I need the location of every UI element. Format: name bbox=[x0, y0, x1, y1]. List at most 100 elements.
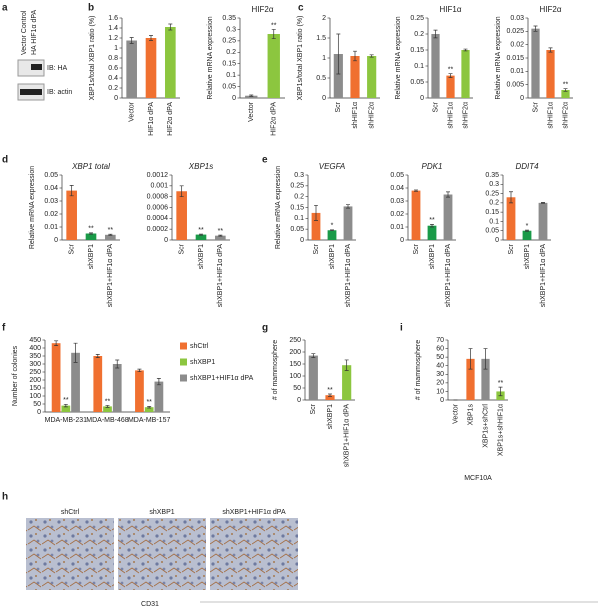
histology-image bbox=[210, 518, 298, 590]
x-tick-label: shHIF2α bbox=[462, 102, 469, 129]
blot-row-label: IB: HA bbox=[47, 65, 68, 72]
y-tick-label: 0.015 bbox=[506, 55, 524, 62]
error-bar bbox=[446, 191, 450, 198]
error-bar bbox=[199, 233, 203, 236]
y-tick-label: 0.2 bbox=[489, 200, 499, 207]
error-bar bbox=[249, 94, 254, 97]
y-tick-label: 0 bbox=[300, 237, 304, 244]
bar bbox=[461, 50, 470, 98]
bar bbox=[145, 38, 157, 98]
y-tick-label: 1 bbox=[322, 55, 326, 62]
y-tick-label: 0.0008 bbox=[147, 194, 169, 201]
y-axis-label: Relative mRNA expression bbox=[29, 166, 36, 249]
stain-label: CD31 bbox=[141, 601, 159, 608]
significance: ** bbox=[108, 227, 114, 234]
y-tick-label: 0 bbox=[114, 95, 118, 102]
x-tick-label: Scr bbox=[413, 243, 420, 254]
y-tick-label: 1 bbox=[114, 45, 118, 52]
blot-band bbox=[20, 89, 42, 95]
chart-title: PDK1 bbox=[422, 162, 443, 171]
x-tick-label: Scr bbox=[508, 243, 515, 254]
y-tick-label: 0 bbox=[495, 237, 499, 244]
error-bar bbox=[156, 378, 161, 386]
legend-label: shCtrl bbox=[190, 343, 209, 350]
y-tick-label: 2 bbox=[322, 15, 326, 22]
blot-row-label: IB: actin bbox=[47, 89, 72, 96]
error-bar bbox=[353, 50, 357, 62]
y-axis-label: Relative mRNA expression bbox=[275, 166, 282, 249]
significance: ** bbox=[448, 67, 454, 74]
error-bar bbox=[330, 229, 334, 232]
error-bar bbox=[179, 185, 184, 198]
y-tick-label: 0 bbox=[322, 95, 326, 102]
bar bbox=[538, 202, 548, 240]
y-tick-label: 0.01 bbox=[510, 68, 524, 75]
x-tick-label: Scr bbox=[532, 101, 539, 112]
legend-swatch bbox=[180, 342, 187, 350]
y-tick-label: 0.2 bbox=[414, 31, 424, 38]
y-tick-label: 50 bbox=[33, 401, 41, 408]
error-bar bbox=[108, 233, 113, 236]
y-tick-label: 0.1 bbox=[294, 215, 304, 222]
bar bbox=[85, 233, 97, 240]
lane-label: Vector Control bbox=[21, 10, 28, 55]
y-tick-label: 0.005 bbox=[506, 82, 524, 89]
x-tick-label: shHIF1α bbox=[447, 102, 454, 129]
y-tick-label: 0 bbox=[37, 409, 41, 416]
chart-title: DDIT4 bbox=[515, 162, 539, 171]
y-tick-label: 0.03 bbox=[390, 198, 404, 205]
bar bbox=[61, 405, 71, 412]
image-label: shCtrl bbox=[61, 509, 80, 516]
y-tick-label: 0 bbox=[54, 237, 58, 244]
error-bar bbox=[414, 189, 418, 192]
y-tick-label: 0.0004 bbox=[147, 215, 169, 222]
y-tick-label: 250 bbox=[289, 337, 301, 344]
y-tick-label: 0.15 bbox=[222, 61, 236, 68]
x-tick-label: shXBP1 bbox=[327, 404, 334, 429]
error-bar bbox=[509, 191, 513, 204]
y-tick-label: 0.01 bbox=[390, 224, 404, 231]
error-bar bbox=[533, 25, 538, 32]
y-tick-label: 0.2 bbox=[294, 194, 304, 201]
y-tick-label: 0 bbox=[297, 397, 301, 404]
y-tick-label: 60 bbox=[436, 345, 444, 352]
bar bbox=[66, 190, 77, 240]
y-tick-label: 0 bbox=[520, 95, 524, 102]
y-tick-label: 0.25 bbox=[222, 38, 236, 45]
y-tick-label: 0.05 bbox=[390, 172, 404, 179]
x-tick-label: shHIF1α bbox=[547, 102, 554, 129]
panel-label: f bbox=[2, 323, 6, 334]
significance: ** bbox=[327, 387, 333, 394]
bar bbox=[561, 90, 570, 98]
error-bar bbox=[63, 403, 68, 408]
y-tick-label: 250 bbox=[29, 369, 41, 376]
bar bbox=[522, 230, 532, 240]
bar bbox=[466, 358, 475, 400]
bar bbox=[195, 234, 207, 240]
y-tick-label: 1.6 bbox=[108, 15, 118, 22]
legend-swatch bbox=[180, 358, 187, 366]
bar bbox=[427, 225, 437, 240]
bar bbox=[481, 358, 490, 400]
histology-image bbox=[118, 518, 206, 590]
panel-label: g bbox=[262, 323, 268, 334]
y-tick-label: 0.1 bbox=[226, 72, 236, 79]
significance: ** bbox=[563, 82, 569, 89]
x-tick-label: Scr bbox=[69, 243, 76, 254]
error-bar bbox=[541, 202, 545, 204]
y-tick-label: 200 bbox=[289, 349, 301, 356]
chart-title: HIF2α bbox=[540, 5, 562, 14]
y-tick-label: 0.25 bbox=[485, 190, 499, 197]
error-bar bbox=[149, 35, 153, 41]
x-tick-label: XBP1s+shHIF1α bbox=[497, 404, 504, 456]
image-label: shXBP1+HIF1α dPA bbox=[222, 509, 286, 516]
blot-band bbox=[31, 64, 42, 70]
y-tick-label: 0.25 bbox=[410, 15, 424, 22]
y-tick-label: 0 bbox=[232, 95, 236, 102]
error-bar bbox=[498, 386, 503, 397]
bar bbox=[350, 56, 360, 98]
bar bbox=[93, 356, 103, 412]
y-tick-label: 200 bbox=[29, 377, 41, 384]
significance: ** bbox=[198, 227, 204, 234]
error-bar bbox=[129, 37, 134, 44]
